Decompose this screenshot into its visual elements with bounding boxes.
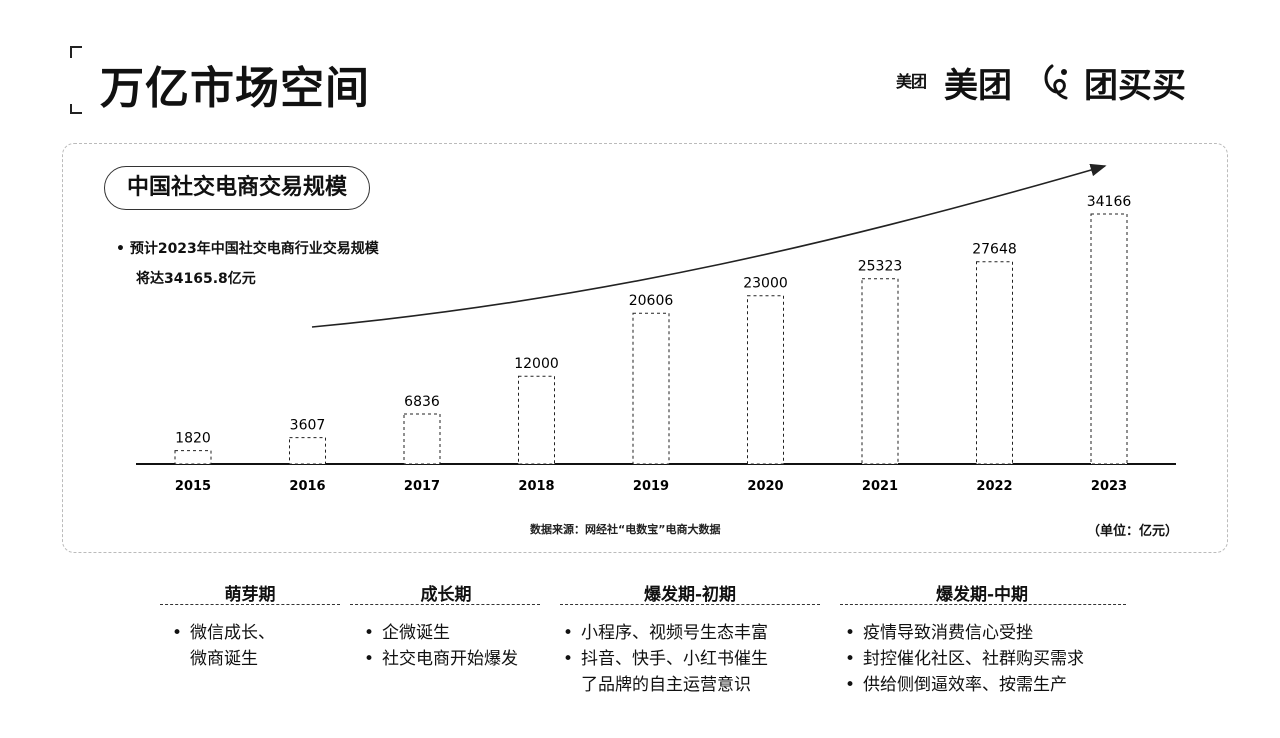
value-label-2016: 3607 (290, 418, 326, 434)
phase-bullet-item: 疫情导致消费信心受挫 (845, 620, 1084, 646)
value-label-2018: 12000 (514, 356, 559, 372)
phase-bullet-item: 微信成长、 (172, 620, 275, 646)
phase-bullet-item: 小程序、视频号生态丰富 (563, 620, 768, 646)
phase-divider-1 (160, 604, 340, 605)
phase-divider-3 (560, 604, 820, 605)
value-label-2021: 25323 (858, 259, 903, 275)
x-tick-2023: 2023 (1091, 479, 1127, 494)
phase-title-3: 爆发期-初期 (630, 580, 750, 605)
x-tick-2022: 2022 (976, 479, 1012, 494)
bar-2018 (519, 376, 555, 464)
x-tick-2015: 2015 (175, 479, 211, 494)
x-tick-2016: 2016 (289, 479, 325, 494)
phase-bullet-item: 微商诞生 (172, 646, 275, 672)
phase-bullet-item: 社交电商开始爆发 (364, 646, 518, 672)
phase-bullet-item: 企微诞生 (364, 620, 518, 646)
bar-2023 (1091, 214, 1127, 464)
value-label-2019: 20606 (629, 293, 674, 309)
bar-2019 (633, 313, 669, 464)
value-label-2022: 27648 (972, 242, 1017, 258)
x-tick-2021: 2021 (862, 479, 898, 494)
bar-2017 (404, 414, 440, 464)
value-label-2017: 6836 (404, 394, 440, 410)
bar-2022 (977, 262, 1013, 464)
bar-2015 (175, 451, 211, 464)
phase-bullet-item: 抖音、快手、小红书催生 (563, 646, 768, 672)
phase-bullet-item: 供给侧倒逼效率、按需生产 (845, 672, 1084, 698)
bar-2016 (290, 438, 326, 464)
bar-2021 (862, 279, 898, 464)
data-source-note: 数据来源：网经社“电数宝”电商大数据 (530, 521, 720, 537)
phase-bullet-item: 封控催化社区、社群购买需求 (845, 646, 1084, 672)
phase-title-4: 爆发期-中期 (922, 580, 1042, 605)
x-tick-2018: 2018 (518, 479, 554, 494)
phase-title-2: 成长期 (386, 580, 506, 605)
phase-divider-2 (350, 604, 540, 605)
phase-bullets-1: 微信成长、微商诞生 (172, 620, 275, 672)
value-label-2023: 34166 (1087, 194, 1132, 210)
value-label-2020: 23000 (743, 276, 788, 292)
x-tick-2019: 2019 (633, 479, 669, 494)
phase-bullets-2: 企微诞生社交电商开始爆发 (364, 620, 518, 672)
phase-bullets-4: 疫情导致消费信心受挫封控催化社区、社群购买需求供给侧倒逼效率、按需生产 (845, 620, 1084, 698)
unit-note: （单位：亿元） (1087, 520, 1178, 539)
phase-divider-4 (840, 604, 1126, 605)
phase-bullet-item: 了品牌的自主运营意识 (563, 672, 768, 698)
bar-2020 (748, 296, 784, 464)
x-tick-2020: 2020 (747, 479, 783, 494)
value-label-2015: 1820 (175, 431, 211, 447)
phase-title-1: 萌芽期 (190, 580, 310, 605)
x-tick-2017: 2017 (404, 479, 440, 494)
